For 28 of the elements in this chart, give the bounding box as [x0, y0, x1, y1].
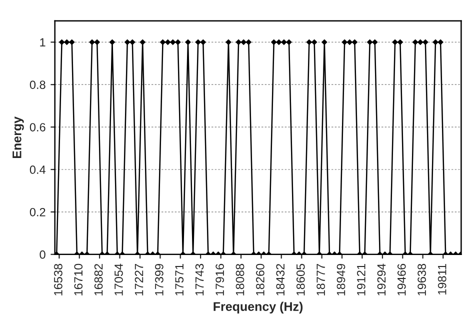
x-tick-label: 16710 — [74, 264, 83, 296]
y-tick-label: 1 — [40, 38, 46, 46]
x-tick-label: 19811 — [438, 264, 446, 294]
x-tick-label: 18949 — [336, 264, 346, 296]
x-tick-label: 19121 — [356, 264, 366, 296]
x-tick-label: 18088 — [236, 264, 244, 296]
x-tick-label: 19466 — [397, 264, 406, 296]
x-tick-label: 18260 — [256, 264, 264, 296]
x-tick-label: 17571 — [175, 264, 184, 296]
y-axis-title: Energy — [12, 116, 24, 158]
x-tick-label: 16882 — [94, 264, 103, 296]
x-axis-title: Frequency (Hz) — [214, 302, 303, 314]
x-tick-label: 17227 — [134, 264, 144, 296]
y-tick-label: 0.2 — [30, 208, 46, 216]
x-tick-label: 17054 — [114, 264, 123, 296]
x-tick-label: 17916 — [216, 264, 224, 296]
x-tick-label: 17399 — [155, 264, 164, 296]
x-tick-label: 16538 — [54, 264, 62, 296]
y-tick-label: 0 — [40, 250, 46, 259]
y-tick-label: 0.6 — [30, 123, 46, 132]
x-tick-label: 18605 — [296, 264, 305, 296]
x-tick-label: 17743 — [195, 264, 204, 296]
x-tick-label: 18432 — [276, 264, 285, 296]
x-tick-label: 18777 — [316, 264, 325, 296]
x-tick-label: 19294 — [377, 264, 386, 296]
x-tick-label: 19638 — [418, 264, 426, 296]
y-tick-label: 0.4 — [30, 166, 46, 174]
y-tick-label: 0.8 — [30, 80, 46, 89]
